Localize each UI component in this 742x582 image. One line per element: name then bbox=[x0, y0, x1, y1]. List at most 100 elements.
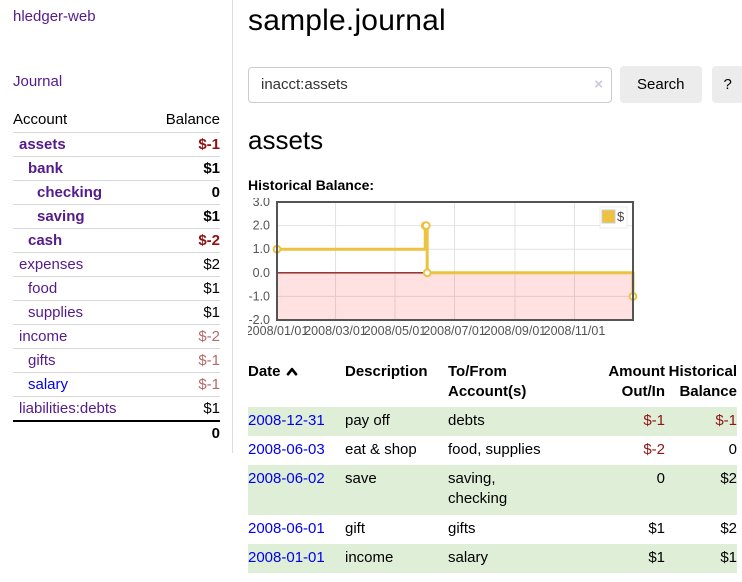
register-column-header-label: To/From bbox=[448, 363, 507, 380]
accounts-table: Account Balance assets $-1 bank $1 checking 0… bbox=[13, 108, 220, 445]
chart-y-tick-label: 3.0 bbox=[253, 198, 270, 209]
txn-description-cell: eat & shop bbox=[345, 440, 417, 458]
register-column-header: Description bbox=[345, 360, 448, 407]
chart-x-tick-label: 2008/03/01 bbox=[304, 324, 367, 338]
txn-description-cell: pay off bbox=[345, 411, 390, 429]
txn-accounts-cell: food, supplies bbox=[448, 440, 541, 458]
txn-date-cell: 2008-06-02 bbox=[248, 465, 345, 515]
account-column-header: Account bbox=[13, 111, 68, 128]
account-balance: 0 bbox=[211, 184, 220, 201]
account-row: liabilities:debts $1 bbox=[13, 396, 220, 422]
txn-date-link[interactable]: 2008-06-02 bbox=[248, 470, 325, 488]
sidebar-account-liabilities-debts[interactable]: liabilities:debts bbox=[19, 400, 117, 417]
sidebar-account-checking[interactable]: checking bbox=[37, 184, 103, 201]
txn-date-cell: 2008-12-31 bbox=[248, 407, 345, 436]
sidebar-account-salary[interactable]: salary bbox=[28, 376, 69, 393]
register-row: 2008-06-02 save saving, checking 0 $2 bbox=[248, 465, 737, 515]
account-balance: $-2 bbox=[198, 232, 220, 249]
search-button[interactable]: Search bbox=[620, 66, 702, 103]
chart-y-tick-label: -1.0 bbox=[248, 289, 270, 303]
chart-x-tick-label: 2008/07/01 bbox=[423, 324, 486, 338]
sort-asc-icon[interactable] bbox=[286, 366, 298, 377]
chart-legend-label: $ bbox=[617, 209, 625, 224]
txn-description-cell: income bbox=[345, 548, 394, 566]
txn-balance-cell: $1 bbox=[720, 548, 737, 566]
chart-data-point bbox=[421, 221, 431, 231]
search-box: × bbox=[248, 66, 612, 103]
txn-date-link[interactable]: 2008-01-01 bbox=[248, 548, 325, 566]
sidebar-account-gifts[interactable]: gifts bbox=[28, 352, 56, 369]
txn-accounts-cell: saving, checking bbox=[448, 470, 508, 508]
txn-accounts-cell: salary bbox=[448, 548, 489, 566]
sidebar-account-assets[interactable]: assets bbox=[19, 136, 66, 153]
chart-x-tick-label: 2008/05/01 bbox=[364, 324, 427, 338]
sidebar-account-cash[interactable]: cash bbox=[28, 232, 63, 249]
account-row: gifts $-1 bbox=[13, 348, 220, 373]
chart-legend-swatch bbox=[601, 209, 616, 224]
register-column-header[interactable]: Date bbox=[248, 360, 345, 407]
txn-amount-cell: $1 bbox=[648, 548, 665, 566]
chart-x-tick-label: 2008/01/01 bbox=[248, 324, 308, 338]
register-row: 2008-06-03 eat & shop food, supplies $-2 0 bbox=[248, 436, 737, 465]
balance-column-header: Balance bbox=[165, 111, 220, 128]
chart-border bbox=[276, 201, 634, 321]
chart-data-point bbox=[422, 268, 432, 278]
account-row: supplies $1 bbox=[13, 300, 220, 325]
historical-balance-chart: $3.0 2.0 1.0 0.0 -1.0 -2.02008/01/012008/03/0… bbox=[248, 198, 638, 338]
page-title: sample.journal bbox=[248, 4, 446, 37]
help-button[interactable]: ? bbox=[711, 66, 742, 103]
txn-description-cell: gift bbox=[345, 519, 366, 537]
account-page-title: assets bbox=[248, 125, 324, 155]
txn-balance-cell: $2 bbox=[720, 470, 737, 488]
txn-date-link[interactable]: 2008-12-31 bbox=[248, 411, 325, 429]
account-row: food $1 bbox=[13, 276, 220, 301]
txn-date-link[interactable]: 2008-06-01 bbox=[248, 519, 325, 537]
account-row: expenses $2 bbox=[13, 252, 220, 277]
chart-negative-region bbox=[277, 272, 633, 320]
clear-search-icon[interactable]: × bbox=[594, 75, 603, 93]
sidebar: hledger-web Journal Account Balance asse… bbox=[0, 0, 233, 453]
txn-accounts-cell: debts bbox=[448, 411, 485, 429]
sidebar-account-supplies[interactable]: supplies bbox=[28, 304, 84, 321]
register-column-header: Historical Balance bbox=[665, 360, 737, 407]
register-header-row: Date Description To/From Account(s) Amount Ou… bbox=[248, 360, 737, 407]
account-row: salary $-1 bbox=[13, 372, 220, 397]
sidebar-account-expenses[interactable]: expenses bbox=[19, 256, 84, 273]
account-balance: $-2 bbox=[198, 328, 220, 345]
sidebar-item-journal[interactable]: Journal bbox=[13, 73, 63, 90]
txn-date-cell: 2008-01-01 bbox=[248, 544, 345, 573]
register-column-header-label: Historical bbox=[668, 363, 737, 380]
search-input[interactable] bbox=[248, 66, 612, 103]
account-balance: $1 bbox=[203, 304, 220, 321]
register-column-header-label: Balance bbox=[679, 382, 737, 400]
sidebar-account-bank[interactable]: bank bbox=[28, 160, 64, 177]
account-row: cash $-2 bbox=[13, 228, 220, 253]
register-column-header-label: Account(s) bbox=[448, 382, 527, 400]
account-row: bank $1 bbox=[13, 156, 220, 181]
account-balance: $-1 bbox=[198, 352, 220, 369]
txn-date-link[interactable]: 2008-06-03 bbox=[248, 440, 325, 458]
txn-amount-cell: $-2 bbox=[643, 440, 665, 458]
account-row: assets $-1 bbox=[13, 132, 220, 157]
register-column-header: To/From Account(s) bbox=[448, 360, 600, 407]
app-brand-link[interactable]: hledger-web bbox=[13, 8, 96, 25]
sidebar-account-income[interactable]: income bbox=[19, 328, 68, 345]
chart-y-tick-label: -2.0 bbox=[248, 313, 270, 327]
txn-amount-cell: $-1 bbox=[643, 411, 665, 429]
account-balance: $1 bbox=[203, 160, 220, 177]
register-table: Date Description To/From Account(s) Amount Ou… bbox=[248, 360, 737, 574]
account-row: saving $1 bbox=[13, 204, 220, 229]
accounts-total-row: 0 bbox=[13, 420, 220, 445]
register-column-header-label: Amount bbox=[608, 363, 665, 380]
chart-label: Historical Balance: bbox=[248, 177, 375, 193]
txn-balance-cell: $2 bbox=[720, 519, 737, 537]
txn-accounts-cell: gifts bbox=[448, 519, 476, 537]
chart-x-tick-label: 2008/11/01 bbox=[544, 324, 606, 338]
sidebar-account-food[interactable]: food bbox=[28, 280, 58, 297]
account-balance: $2 bbox=[203, 256, 220, 273]
register-column-header-label: Description bbox=[345, 363, 428, 380]
account-row: income $-2 bbox=[13, 324, 220, 349]
chart-y-tick-label: 2.0 bbox=[253, 219, 270, 233]
sidebar-account-saving[interactable]: saving bbox=[37, 208, 85, 225]
